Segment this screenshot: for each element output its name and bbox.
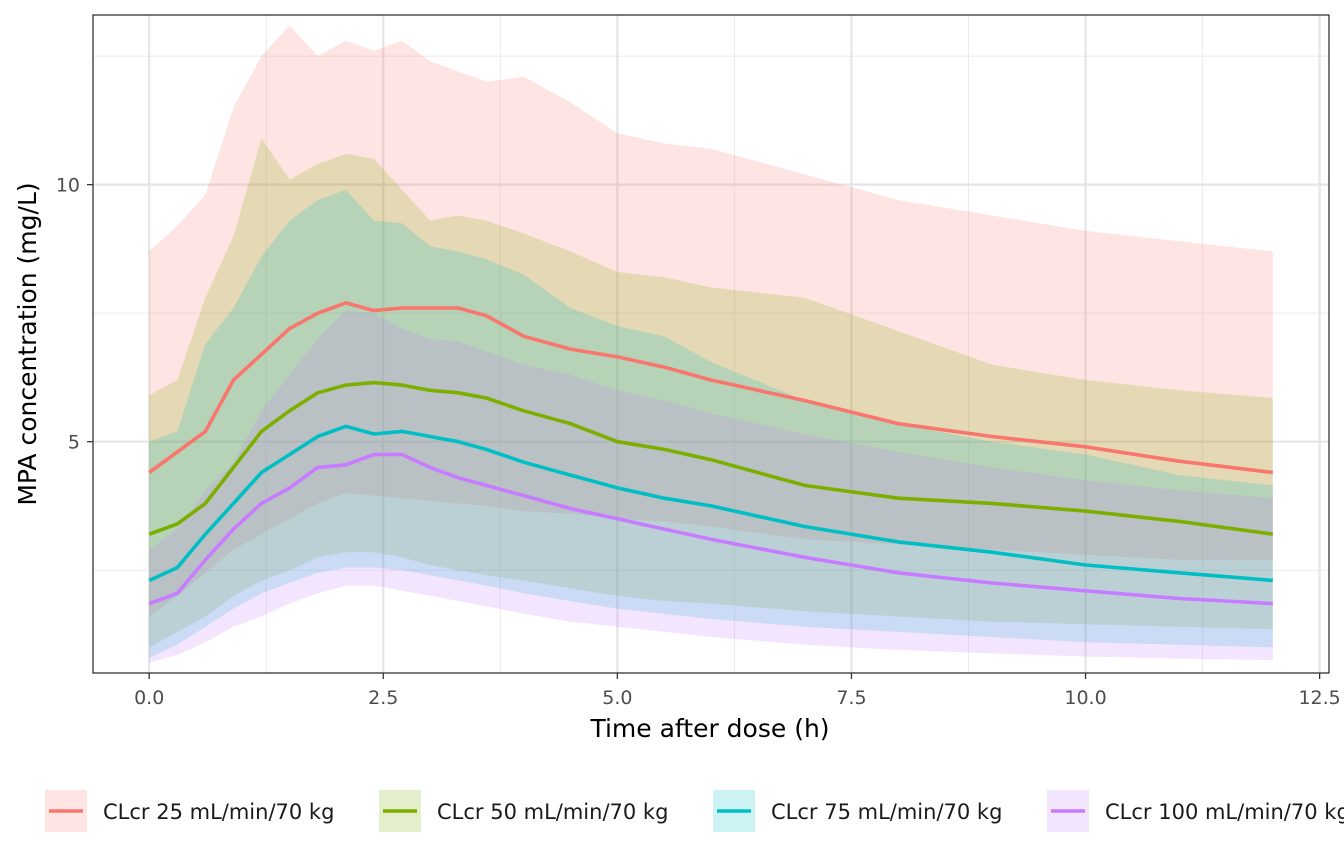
legend-label: CLcr 100 mL/min/70 kg: [1105, 800, 1344, 824]
legend-label: CLcr 50 mL/min/70 kg: [437, 800, 668, 824]
line-series-3: [148, 424, 1273, 583]
y-axis-title: MPA concentration (mg/L): [13, 182, 42, 505]
y-tick-label: 5: [68, 432, 80, 454]
plot-panel: [93, 15, 1329, 673]
x-tick-label: 12.5: [1298, 687, 1340, 709]
legend-item: CLcr 50 mL/min/70 kg: [379, 790, 668, 832]
ribbon-series-4: [149, 310, 1273, 663]
legend-item: CLcr 75 mL/min/70 kg: [713, 790, 1002, 832]
series-lines: [148, 301, 1274, 606]
line-series-2: [148, 380, 1274, 536]
line-series-4: [148, 452, 1273, 606]
y-tick-label: 10: [56, 175, 80, 197]
x-tick-label: 0.0: [134, 687, 164, 709]
line-series-1: [148, 301, 1274, 475]
legend-item: CLcr 100 mL/min/70 kg: [1047, 790, 1344, 832]
x-tick-label: 5.0: [602, 687, 632, 709]
legend-label: CLcr 25 mL/min/70 kg: [103, 800, 334, 824]
x-tick-label: 10.0: [1064, 687, 1106, 709]
legend-label: CLcr 75 mL/min/70 kg: [771, 800, 1002, 824]
x-tick-label: 2.5: [368, 687, 398, 709]
ribbon-bands: [149, 25, 1273, 663]
x-axis-ticks: 0.0 2.5 5.0 7.5 10.0 12.5: [134, 673, 1341, 709]
legend: CLcr 25 mL/min/70 kg CLcr 50 mL/min/70 kg…: [45, 790, 1344, 832]
legend-item: CLcr 25 mL/min/70 kg: [45, 790, 334, 832]
x-tick-label: 7.5: [836, 687, 866, 709]
ribbon-series-2: [149, 138, 1273, 648]
y-axis-ticks: 5 10: [56, 175, 93, 454]
grid-lines: [93, 15, 1329, 673]
x-axis-title: Time after dose (h): [589, 714, 829, 743]
plot-border: [92, 14, 1330, 674]
